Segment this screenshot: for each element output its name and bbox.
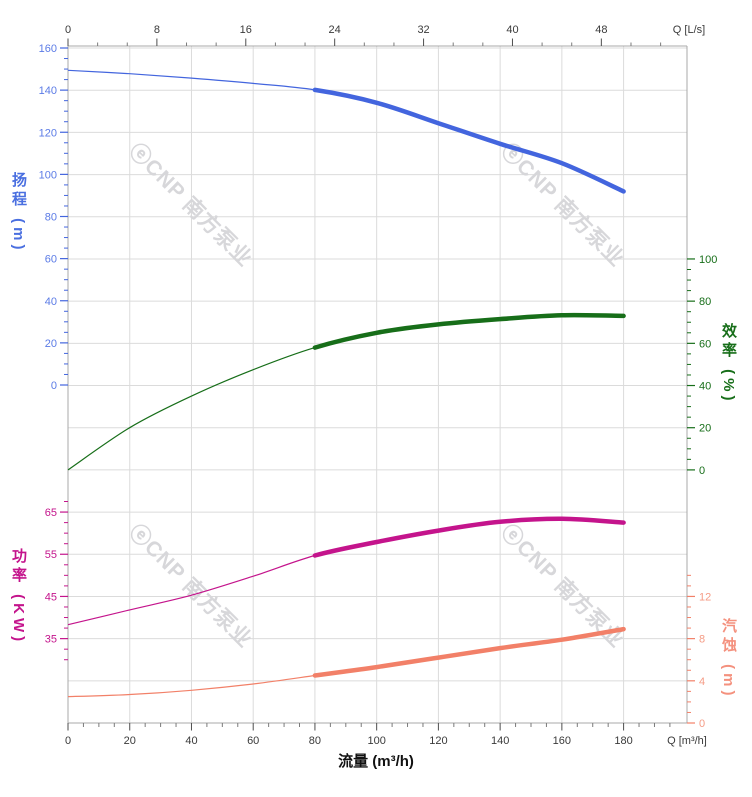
tick-label: 55: [45, 549, 57, 561]
tick-label: 80: [699, 296, 711, 308]
tick-label: 0: [699, 718, 705, 730]
tick-label: 100: [699, 254, 717, 266]
efficiency-axis: 0 20 40 60 80 100: [687, 254, 717, 477]
npsh-axis: 0 4 8 12: [687, 574, 711, 730]
tick-label: 65: [45, 507, 57, 519]
tick-label: 20: [699, 423, 711, 435]
cnp-watermark: ⓔCNP 南方泵业: [496, 139, 629, 272]
tick-label: 160: [553, 735, 571, 747]
cnp-watermark: ⓔCNP 南方泵业: [124, 520, 257, 653]
flow-axis-title: 流量 (m³/h): [338, 753, 414, 770]
tick-label: 40: [699, 381, 711, 393]
tick-label: 0: [65, 735, 71, 747]
tick-label: 35: [45, 634, 57, 646]
tick-label: 60: [45, 254, 57, 266]
npsh-curve-thin: [67, 674, 315, 698]
tick-label: 0: [51, 380, 57, 392]
tick-label: 40: [45, 296, 57, 308]
tick-label: 140: [39, 85, 57, 97]
tick-label: 20: [124, 735, 136, 747]
head-curve-thick: [312, 87, 626, 194]
top-axis: 0 8 16 24 32 40 48 Q [L/s]: [65, 24, 705, 46]
power-curve: [67, 516, 626, 626]
tick-label: 40: [185, 735, 197, 747]
bottom-axis: 0 20 40 60 80 100 120 140 160 180 Q [m³/h]: [65, 723, 707, 747]
head-curve-thin: [67, 69, 315, 91]
tick-label: 24: [329, 24, 341, 36]
efficiency-curve-thin: [67, 347, 316, 471]
tick-label: 100: [39, 169, 57, 181]
tick-label: 0: [65, 24, 71, 36]
tick-label: 0: [699, 465, 705, 477]
tick-label: 120: [39, 127, 57, 139]
efficiency-curve-thick: [312, 312, 626, 350]
efficiency-axis-title: 效率 (%): [720, 323, 737, 405]
tick-label: Q [m³/h]: [667, 735, 707, 747]
tick-label: 100: [367, 735, 385, 747]
power-curve-thick: [312, 516, 626, 558]
head-curve: [67, 69, 626, 194]
npsh-curve: [67, 626, 626, 698]
cnp-watermark: ⓔCNP 南方泵业: [124, 139, 257, 272]
tick-label: 8: [699, 634, 705, 646]
tick-label: 8: [154, 24, 160, 36]
tick-label: 120: [429, 735, 447, 747]
efficiency-curve: [67, 312, 626, 471]
power-curve-thin: [67, 554, 316, 626]
tick-label: 32: [417, 24, 429, 36]
tick-label: 45: [45, 591, 57, 603]
tick-label: 4: [699, 676, 705, 688]
head-axis-title: 扬程 (m): [10, 172, 27, 254]
plot-border: [67, 45, 688, 724]
tick-label: 160: [39, 43, 57, 55]
tick-label: 16: [240, 24, 252, 36]
tick-label: 180: [614, 735, 632, 747]
power-axis-title: 功率 (KW): [10, 548, 27, 646]
tick-label: 80: [309, 735, 321, 747]
tick-label: 40: [506, 24, 518, 36]
tick-label: 60: [699, 338, 711, 350]
tick-label: Q [L/s]: [673, 24, 705, 36]
npsh-curve-thick: [312, 626, 626, 678]
head-axis: 0 20 40 60 80 100 120 140 160: [39, 43, 68, 392]
grid: [68, 46, 687, 724]
tick-label: 140: [491, 735, 509, 747]
tick-label: 80: [45, 212, 57, 224]
power-axis: 35 45 55 65: [45, 501, 68, 661]
npsh-axis-title: 汽蚀 (m): [720, 618, 737, 700]
tick-label: 20: [45, 338, 57, 350]
tick-label: 48: [595, 24, 607, 36]
tick-label: 12: [699, 591, 711, 603]
tick-label: 60: [247, 735, 259, 747]
